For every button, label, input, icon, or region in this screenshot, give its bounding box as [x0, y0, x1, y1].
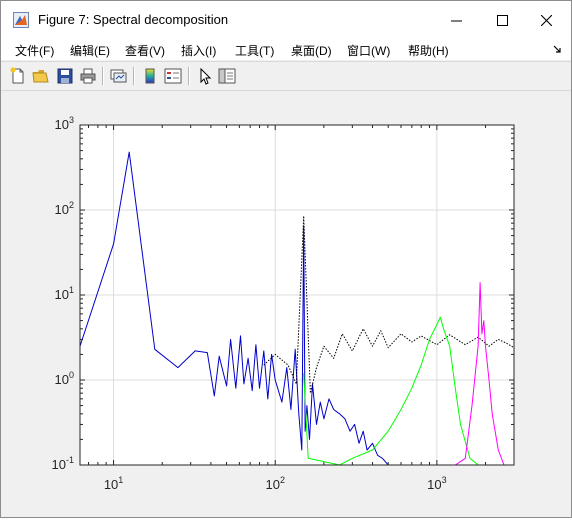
x-tick-label: 102: [265, 475, 284, 492]
close-icon: [540, 14, 552, 26]
save-icon[interactable]: [56, 67, 74, 85]
insert-colorbar-icon[interactable]: [141, 67, 159, 85]
series-line-2: [263, 215, 514, 394]
maximize-icon: [496, 14, 508, 26]
series-layer: [80, 151, 514, 465]
menu-edit[interactable]: 编辑(E): [70, 44, 110, 58]
dock-arrow-icon[interactable]: [553, 45, 562, 54]
minimize-icon: [450, 20, 462, 21]
toolbar: [1, 61, 571, 91]
matlab-figure-icon: [13, 12, 29, 28]
tick-marks: [80, 124, 515, 466]
title-bar[interactable]: Figure 7: Spectral decomposition: [1, 1, 571, 39]
menu-window[interactable]: 窗口(W): [347, 44, 391, 58]
window-title: Figure 7: Spectral decomposition: [38, 12, 229, 27]
x-tick-label: 101: [104, 475, 123, 492]
x-tick-label: 103: [427, 475, 446, 492]
menu-insert[interactable]: 插入(I): [181, 44, 217, 58]
spectral-chart[interactable]: 101 102 103 10-1 100 101 102 103: [1, 91, 571, 517]
figure-canvas: 101 102 103 10-1 100 101 102 103: [1, 91, 571, 517]
link-plot-icon[interactable]: [109, 67, 127, 85]
menu-help[interactable]: 帮助(H): [408, 44, 449, 58]
minimize-button[interactable]: [433, 1, 479, 39]
y-tick-label: 10-1: [52, 455, 74, 472]
series-line-3: [303, 316, 479, 465]
edit-plot-icon[interactable]: [196, 67, 214, 85]
menu-desktop[interactable]: 桌面(D): [291, 44, 332, 58]
maximize-button[interactable]: [479, 1, 525, 39]
series-line-4: [455, 282, 505, 465]
toolbar-separator: [133, 67, 135, 85]
y-tick-label: 103: [55, 115, 74, 132]
y-tick-label: 101: [55, 285, 74, 302]
y-tick-label: 100: [55, 370, 74, 387]
menu-view[interactable]: 查看(V): [125, 44, 165, 58]
menu-tools[interactable]: 工具(T): [235, 44, 275, 58]
menu-file[interactable]: 文件(F): [15, 44, 55, 58]
toolbar-separator: [102, 67, 104, 85]
toolbar-separator: [188, 67, 190, 85]
new-figure-icon[interactable]: [9, 67, 27, 85]
close-button[interactable]: [523, 1, 569, 39]
series-line-1: [80, 151, 389, 465]
menu-bar: 文件(F) 编辑(E) 查看(V) 插入(I) 工具(T) 桌面(D) 窗口(W…: [1, 39, 571, 60]
y-tick-label: 102: [55, 200, 74, 217]
print-icon[interactable]: [79, 67, 97, 85]
tick-labels: 101 102 103 10-1 100 101 102 103: [52, 115, 447, 492]
property-inspector-icon[interactable]: [218, 67, 236, 85]
insert-legend-icon[interactable]: [164, 67, 182, 85]
open-file-icon[interactable]: [32, 67, 50, 85]
